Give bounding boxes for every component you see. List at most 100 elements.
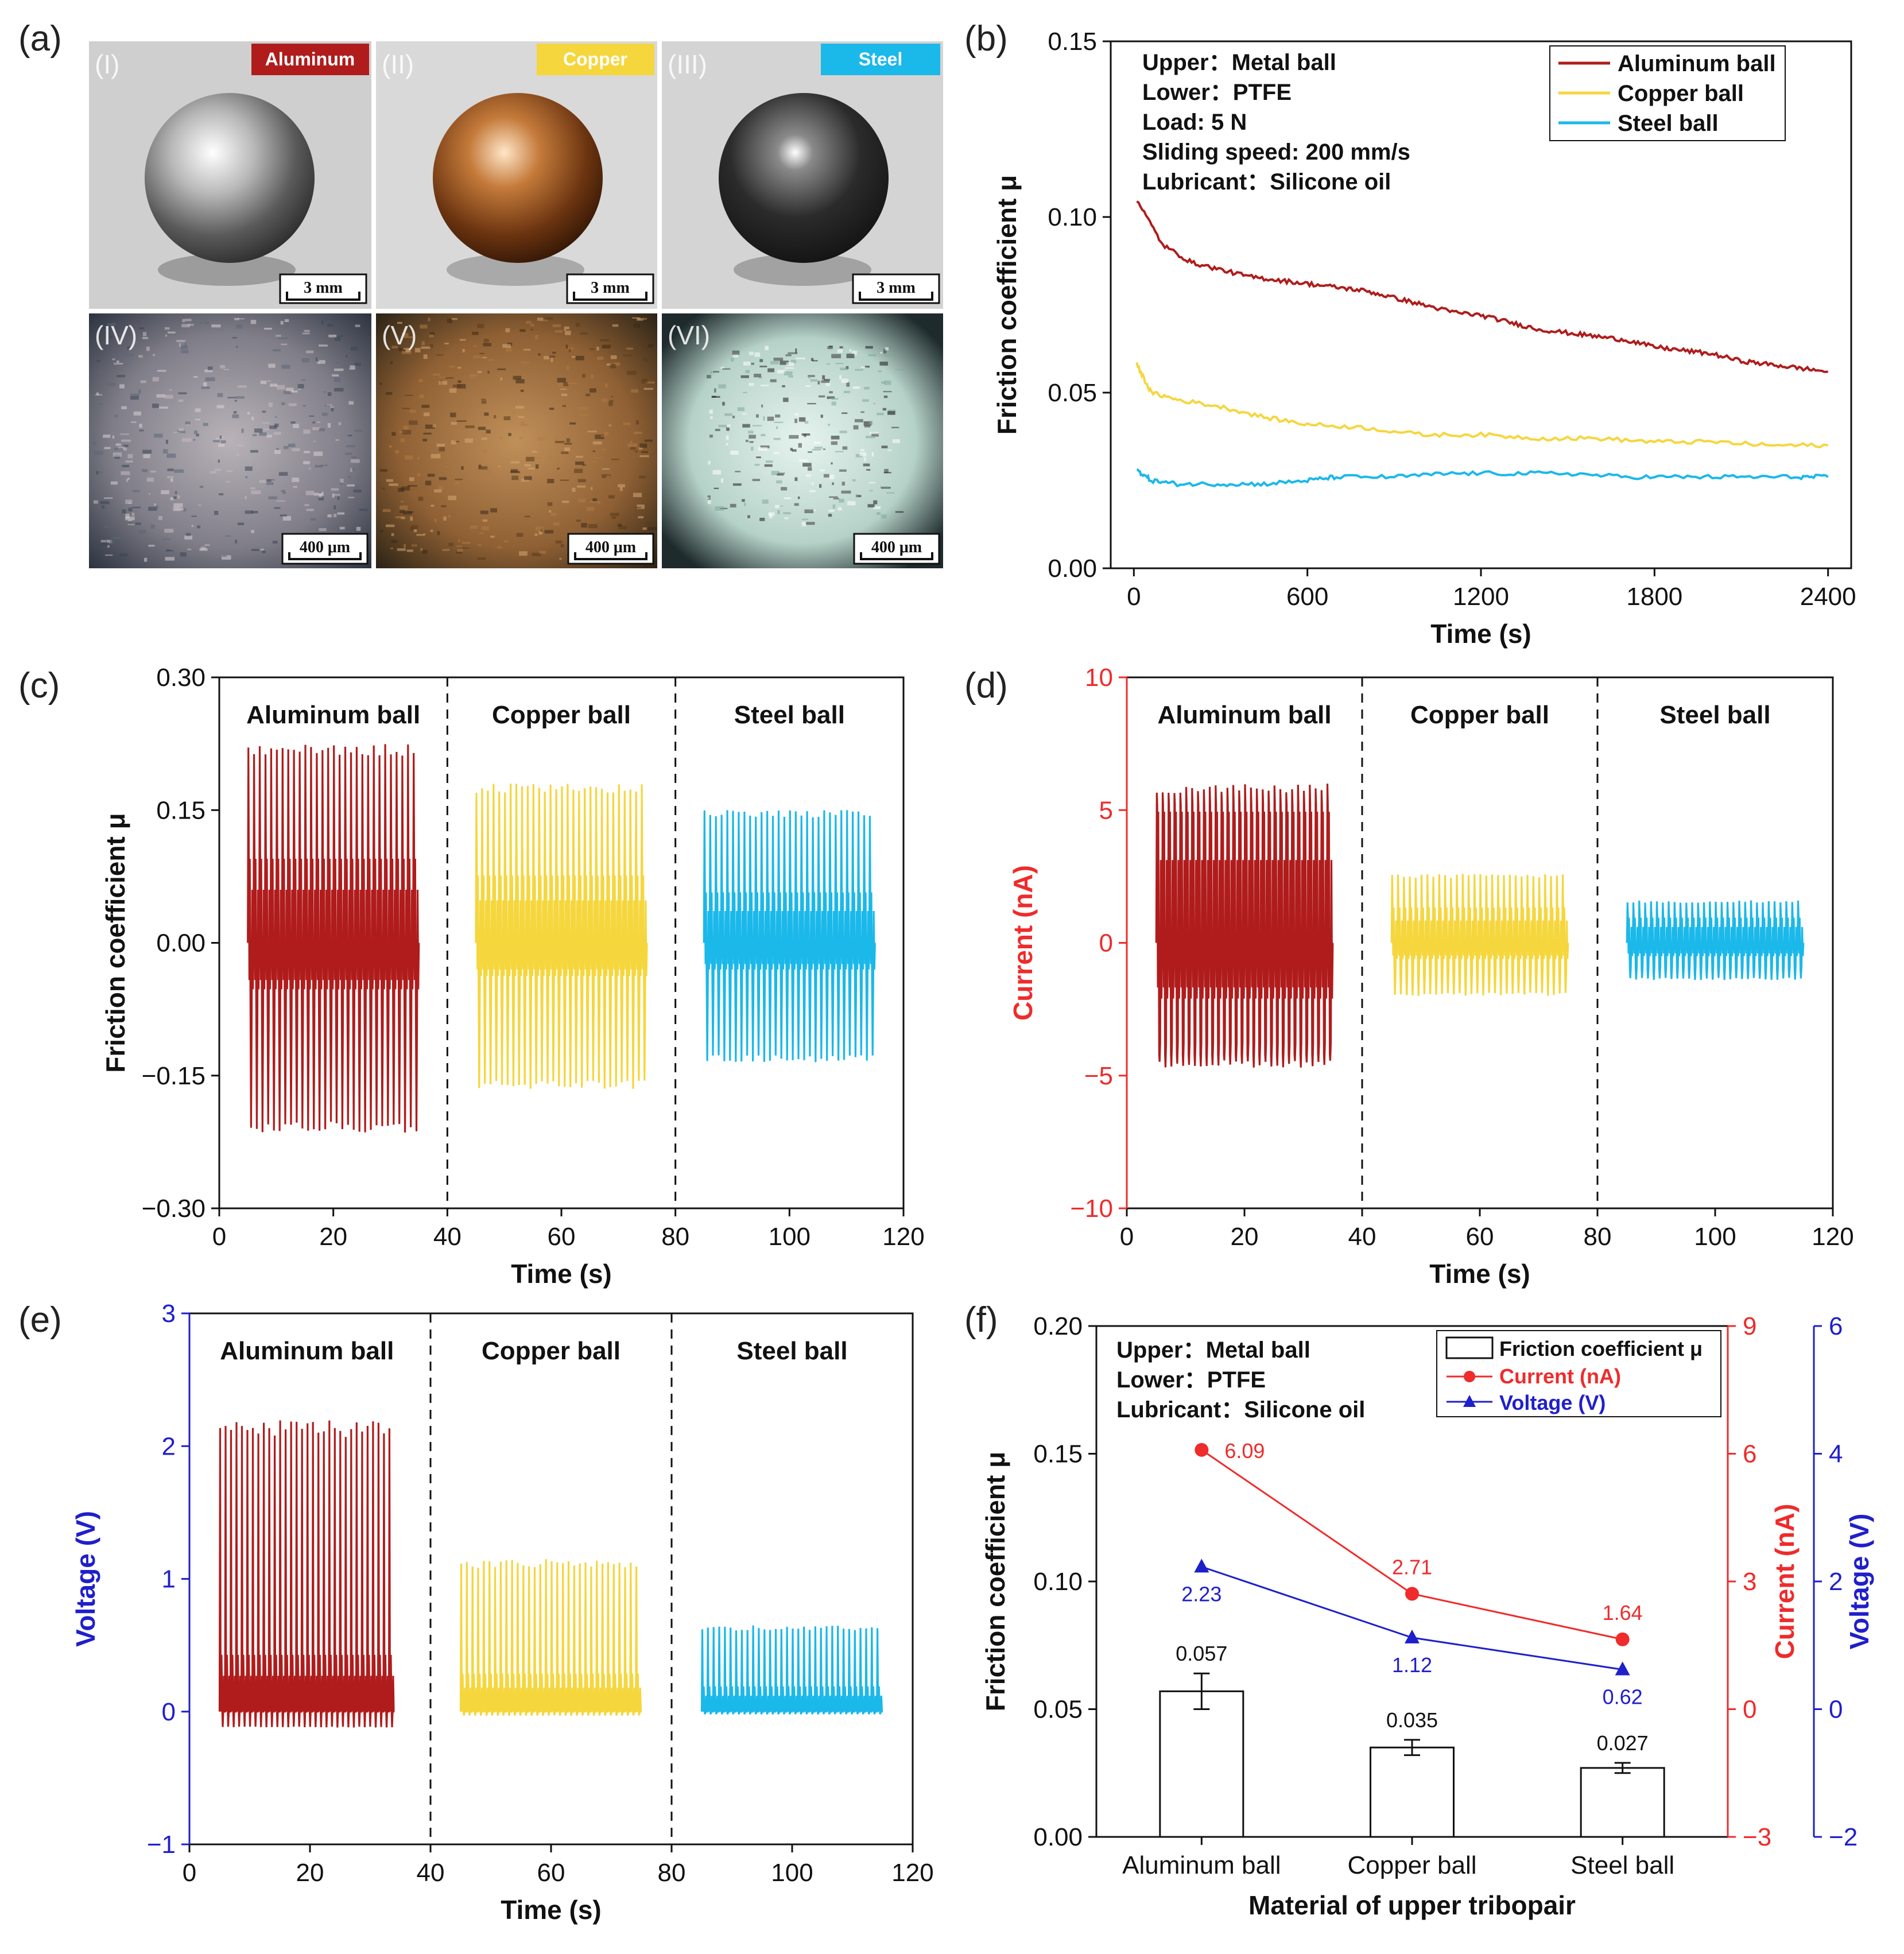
scale-bar-ii	[573, 292, 647, 301]
voltage-value-label: 1.12	[1392, 1653, 1432, 1677]
texture-speck	[199, 485, 204, 488]
texture-speck	[259, 480, 267, 483]
texture-speck	[431, 453, 441, 459]
texture-speck	[504, 496, 506, 498]
texture-speck	[783, 512, 791, 514]
texture-speck	[183, 508, 187, 511]
texture-speck	[618, 524, 622, 528]
legend-label: Friction coefficient μ	[1499, 1337, 1703, 1360]
texture-speck	[167, 476, 174, 478]
texture-speck	[802, 463, 812, 467]
texture-speck	[416, 534, 425, 536]
texture-speck	[204, 369, 213, 373]
texture-speck	[451, 440, 456, 445]
scale-box-ii	[566, 273, 654, 304]
texture-speck	[777, 474, 784, 476]
texture-speck	[142, 449, 152, 454]
texture-speck	[245, 510, 254, 514]
texture-speck	[459, 339, 466, 341]
scale-label-i: 3 mm	[304, 279, 343, 297]
texture-speck	[536, 464, 539, 469]
texture-speck	[530, 324, 534, 326]
texture-speck	[602, 344, 611, 348]
texture-speck	[835, 451, 844, 452]
texture-speck	[417, 456, 420, 460]
texture-speck	[267, 479, 275, 481]
bar-steel-ball	[1580, 1767, 1665, 1838]
texture-speck	[405, 455, 413, 460]
texture-speck	[204, 544, 210, 546]
texture-speck	[812, 482, 814, 485]
texture-speck	[188, 324, 194, 326]
texture-speck	[498, 466, 501, 467]
panel-label-f: (f)	[964, 1300, 998, 1340]
texture-speck	[856, 495, 862, 498]
texture-speck	[281, 343, 288, 346]
texture-speck	[125, 499, 133, 504]
panel-label-c: (c)	[18, 666, 60, 705]
texture-speck	[817, 381, 820, 385]
texture-speck	[784, 517, 789, 519]
texture-speck	[105, 555, 113, 556]
texture-speck	[544, 356, 549, 360]
current-point	[1405, 1587, 1419, 1601]
badge-copper	[537, 44, 654, 75]
texture-speck	[623, 354, 633, 356]
texture-speck	[292, 478, 300, 482]
segment-title: Copper ball	[482, 1337, 621, 1365]
texture-speck	[250, 450, 258, 453]
texture-speck	[409, 420, 418, 425]
texture-speck	[565, 347, 573, 350]
texture-speck	[313, 451, 323, 456]
bar-copper-ball	[1370, 1746, 1455, 1838]
texture-speck	[442, 549, 450, 551]
texture-speck	[764, 464, 773, 467]
texture-speck	[470, 525, 478, 529]
texture-speck	[555, 441, 565, 444]
badge-aluminum-label: Aluminum	[265, 49, 355, 69]
texture-speck	[727, 424, 731, 428]
texture-speck	[429, 334, 434, 338]
texture-speck	[245, 476, 248, 479]
annotation-line: Lubricant：Silicone oil	[1116, 1397, 1365, 1422]
y3-tick-label: 2	[1829, 1568, 1843, 1596]
texture-speck	[102, 505, 105, 509]
texture-speck	[223, 369, 229, 370]
texture-speck	[432, 373, 441, 376]
texture-speck	[878, 370, 882, 373]
texture-speck	[775, 414, 781, 418]
aluminum-ball-image	[145, 93, 315, 263]
texture-speck	[319, 528, 327, 532]
texture-speck	[319, 493, 321, 497]
texture-speck	[169, 389, 172, 391]
texture-speck	[521, 479, 529, 482]
y2-tick-label: −3	[1743, 1823, 1771, 1851]
texture-speck	[319, 492, 322, 494]
texture-speck	[880, 352, 882, 354]
texture-speck	[812, 449, 821, 451]
texture-speck	[483, 449, 487, 453]
texture-speck	[444, 343, 449, 344]
x-tick-label: 100	[769, 1223, 811, 1251]
texture-speck	[166, 453, 176, 458]
texture-speck	[448, 495, 456, 501]
texture-speck	[807, 403, 816, 405]
texture-speck	[742, 413, 747, 415]
texture-speck	[132, 506, 141, 509]
texture-speck	[268, 402, 273, 407]
texture-speck	[166, 550, 174, 552]
photo-copper-ball: (II) Copper 3 mm	[376, 41, 657, 309]
texture-speck	[790, 448, 793, 451]
legend-label: Current (nA)	[1499, 1364, 1621, 1388]
texture-speck	[627, 370, 637, 375]
texture-speck	[883, 348, 887, 354]
texture-speck	[110, 336, 113, 339]
texture-speck	[535, 457, 541, 459]
texture-speck	[839, 498, 844, 503]
texture-speck	[600, 339, 610, 342]
texture-speck	[422, 439, 427, 441]
texture-speck	[539, 550, 546, 554]
segment-title: Steel ball	[734, 701, 845, 729]
panel-label-b: (b)	[964, 19, 1008, 59]
texture-speck	[138, 529, 146, 534]
